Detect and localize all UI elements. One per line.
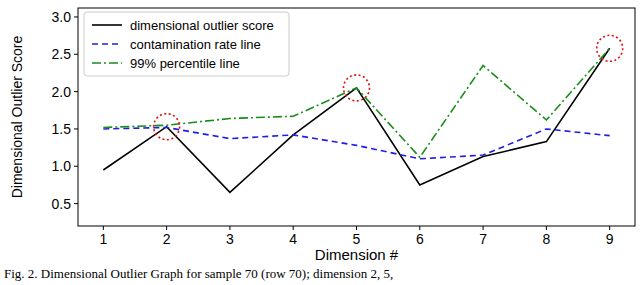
x-tick-label: 6 <box>416 231 424 247</box>
y-tick <box>74 203 78 204</box>
legend-swatch <box>92 43 122 45</box>
caption: Fig. 2. Dimensional Outlier Graph for sa… <box>4 266 393 281</box>
x-tick <box>546 226 547 230</box>
y-tick-label: 1.5 <box>52 121 72 137</box>
x-tick <box>419 226 420 230</box>
x-tick <box>356 226 357 230</box>
x-tick-label: 8 <box>542 231 550 247</box>
y-axis-label: Dimensional Outlier Score <box>9 35 25 198</box>
y-tick-label: 3.0 <box>52 9 72 25</box>
y-tick <box>74 166 78 167</box>
series-line <box>103 48 609 192</box>
x-tick <box>609 226 610 230</box>
legend-label: dimensional outlier score <box>130 18 274 33</box>
x-tick-label: 2 <box>163 231 171 247</box>
legend-swatch <box>92 62 122 64</box>
highlight-circle <box>344 75 370 101</box>
legend-box <box>84 12 289 76</box>
x-tick <box>103 226 104 230</box>
plot-frame <box>78 8 635 226</box>
legend: dimensional outlier score contamination r… <box>84 12 289 76</box>
y-tick-label: 2.0 <box>52 84 72 100</box>
y-tick <box>74 54 78 55</box>
x-axis-label: Dimension # <box>315 246 399 263</box>
x-tick <box>166 226 167 230</box>
y-tick-label: 1.0 <box>52 158 72 174</box>
legend-label: contamination rate line <box>130 37 261 52</box>
highlight-circle <box>597 35 623 61</box>
y-tick-label: 0.5 <box>52 196 72 212</box>
x-tick <box>229 226 230 230</box>
y-tick-label: 2.5 <box>52 46 72 62</box>
x-tick <box>293 226 294 230</box>
y-tick <box>74 91 78 92</box>
x-tick-label: 3 <box>226 231 234 247</box>
x-tick <box>483 226 484 230</box>
x-tick-label: 1 <box>99 231 107 247</box>
series-line <box>103 48 609 157</box>
legend-label: 99% percentile line <box>130 56 240 71</box>
y-tick <box>74 128 78 129</box>
x-tick-label: 5 <box>353 231 361 247</box>
highlight-circle <box>154 114 180 140</box>
x-tick-label: 9 <box>606 231 614 247</box>
x-tick-label: 7 <box>479 231 487 247</box>
x-tick-label: 4 <box>289 231 297 247</box>
y-tick <box>74 16 78 17</box>
chart: 1 2 3 4 5 6 7 8 9 0.5 1.0 1.5 2.0 2.5 3.0 Dimension # Di… <box>0 0 640 285</box>
legend-swatch <box>92 24 122 26</box>
plot-area <box>103 48 609 192</box>
